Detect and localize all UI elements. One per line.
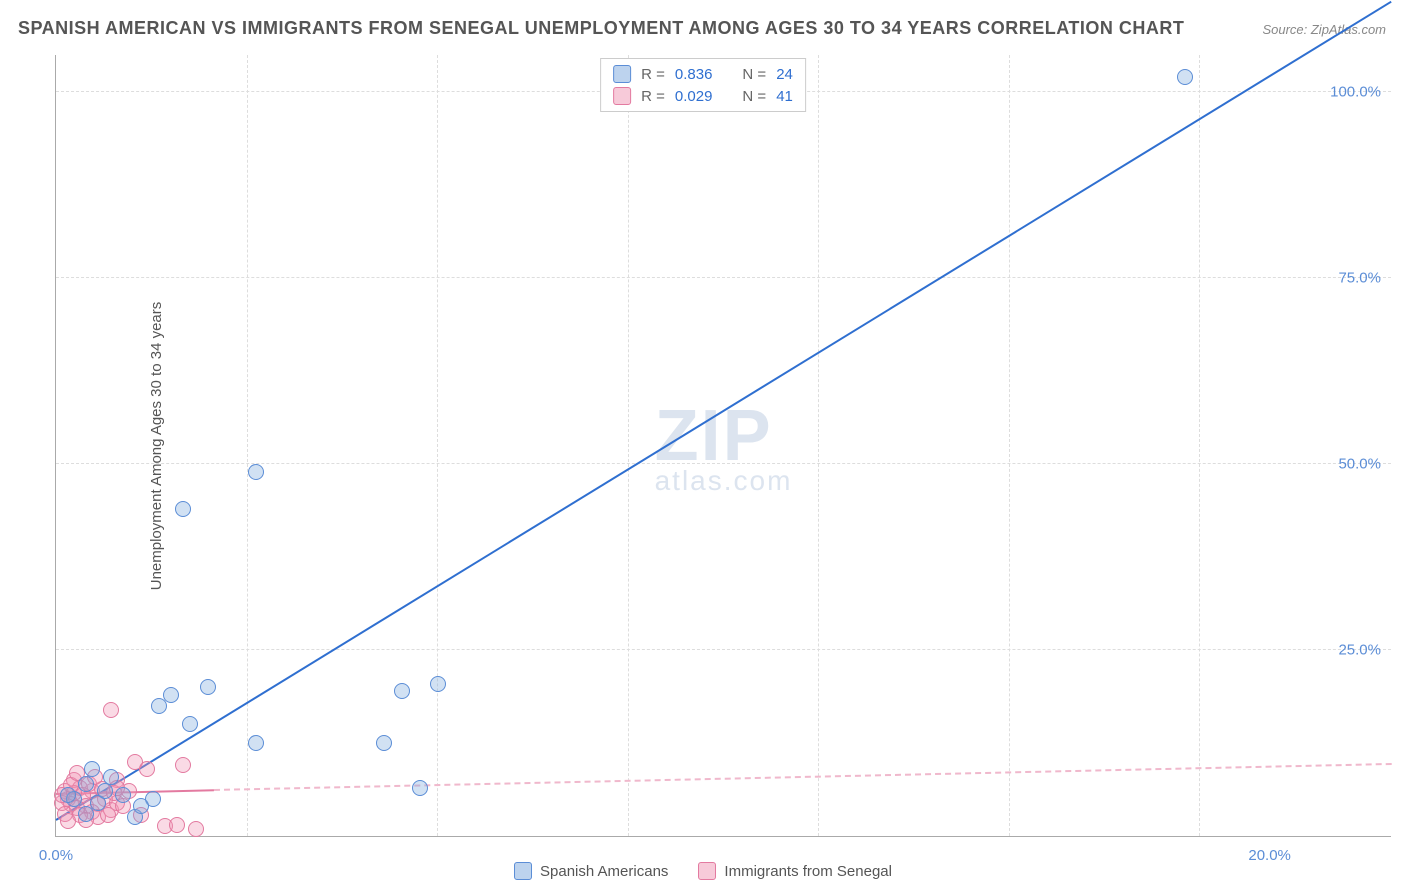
data-point bbox=[163, 687, 179, 703]
legend-swatch bbox=[613, 87, 631, 105]
data-point bbox=[60, 787, 76, 803]
data-point bbox=[78, 776, 94, 792]
legend-r-value: 0.836 bbox=[675, 66, 713, 83]
data-point bbox=[248, 735, 264, 751]
y-tick-label: 75.0% bbox=[1338, 270, 1381, 287]
legend-swatch bbox=[613, 65, 631, 83]
vgridline bbox=[437, 55, 438, 836]
data-point bbox=[133, 798, 149, 814]
legend-n-value: 41 bbox=[776, 88, 793, 105]
data-point bbox=[376, 735, 392, 751]
x-tick-label: 20.0% bbox=[1248, 847, 1291, 864]
data-point bbox=[412, 780, 428, 796]
x-tick-label: 0.0% bbox=[39, 847, 73, 864]
plot-area: ZIPatlas.com 25.0%50.0%75.0%100.0%0.0%20… bbox=[55, 55, 1391, 837]
data-point bbox=[78, 806, 94, 822]
legend-n-label: N = bbox=[742, 88, 766, 105]
data-point bbox=[1177, 69, 1193, 85]
data-point bbox=[103, 702, 119, 718]
vgridline bbox=[1199, 55, 1200, 836]
data-point bbox=[97, 783, 113, 799]
trend-line bbox=[55, 1, 1391, 821]
vgridline bbox=[1009, 55, 1010, 836]
legend-swatch bbox=[514, 862, 532, 880]
data-point bbox=[84, 761, 100, 777]
data-point bbox=[60, 813, 76, 829]
data-point bbox=[169, 817, 185, 833]
chart-title: SPANISH AMERICAN VS IMMIGRANTS FROM SENE… bbox=[18, 18, 1184, 39]
vgridline bbox=[247, 55, 248, 836]
legend-row: R = 0.029 N = 41 bbox=[613, 85, 793, 107]
legend-r-label: R = bbox=[641, 66, 665, 83]
legend-item: Spanish Americans bbox=[514, 862, 668, 880]
vgridline bbox=[818, 55, 819, 836]
legend-label: Spanish Americans bbox=[540, 863, 668, 880]
legend-label: Immigrants from Senegal bbox=[724, 863, 892, 880]
source-attribution: Source: ZipAtlas.com bbox=[1262, 22, 1386, 37]
data-point bbox=[394, 683, 410, 699]
legend-item: Immigrants from Senegal bbox=[698, 862, 892, 880]
trend-line bbox=[214, 763, 1391, 791]
data-point bbox=[430, 676, 446, 692]
data-point bbox=[182, 716, 198, 732]
vgridline bbox=[628, 55, 629, 836]
y-tick-label: 100.0% bbox=[1330, 84, 1381, 101]
data-point bbox=[248, 464, 264, 480]
watermark-sub: atlas.com bbox=[655, 465, 793, 497]
legend-series: Spanish Americans Immigrants from Senegal bbox=[514, 862, 892, 880]
legend-r-value: 0.029 bbox=[675, 88, 713, 105]
legend-n-value: 24 bbox=[776, 66, 793, 83]
legend-correlation: R = 0.836 N = 24 R = 0.029 N = 41 bbox=[600, 58, 806, 112]
legend-swatch bbox=[698, 862, 716, 880]
gridline bbox=[56, 649, 1391, 650]
data-point bbox=[200, 679, 216, 695]
legend-row: R = 0.836 N = 24 bbox=[613, 63, 793, 85]
data-point bbox=[103, 769, 119, 785]
data-point bbox=[175, 757, 191, 773]
data-point bbox=[175, 501, 191, 517]
legend-r-label: R = bbox=[641, 88, 665, 105]
y-tick-label: 50.0% bbox=[1338, 456, 1381, 473]
gridline bbox=[56, 277, 1391, 278]
data-point bbox=[115, 787, 131, 803]
data-point bbox=[139, 761, 155, 777]
data-point bbox=[188, 821, 204, 837]
y-tick-label: 25.0% bbox=[1338, 642, 1381, 659]
legend-n-label: N = bbox=[742, 66, 766, 83]
